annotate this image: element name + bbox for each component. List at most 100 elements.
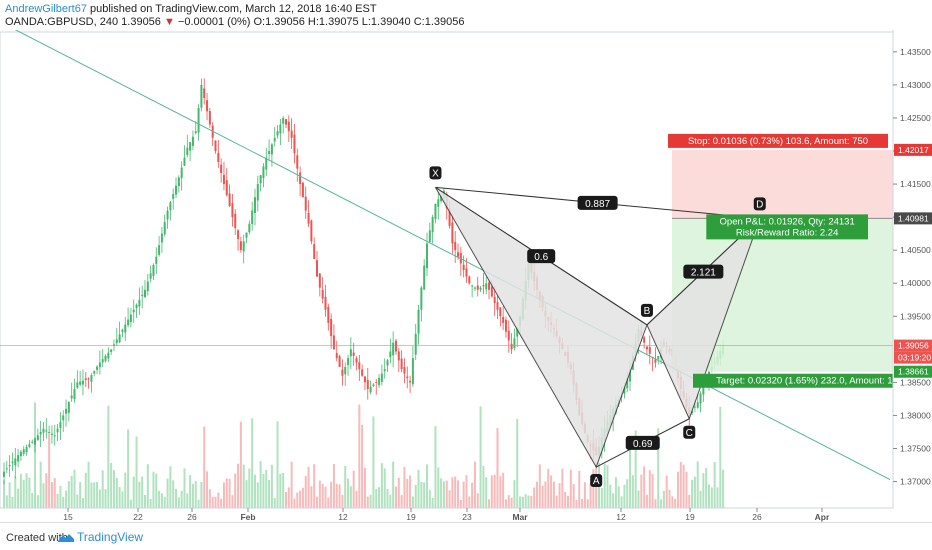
open-pl-label-text: Risk/Reward Ratio: 2.24 [736, 227, 838, 238]
candle-body [473, 287, 476, 289]
price-tick-label: 1.42500 [900, 113, 931, 123]
candle-body [499, 307, 502, 317]
candle-body [414, 333, 417, 355]
volume-bar [177, 497, 180, 508]
volume-bar [530, 495, 533, 508]
target-label-text: Target: 0.02320 (1.65%) 232.0, Amount: 1… [716, 376, 916, 387]
candle-body [118, 334, 121, 343]
volume-bar [65, 490, 68, 508]
candle-body [392, 342, 395, 356]
volume-bar [299, 490, 302, 508]
time-tick-label: Feb [240, 512, 255, 522]
chart-header: AndrewGilbert67 published on TradingView… [0, 0, 932, 30]
volume-bar [716, 487, 719, 508]
volume-bar [702, 473, 705, 508]
candle-body [14, 458, 17, 466]
volume-bar [127, 429, 130, 508]
volume-bar [375, 488, 378, 508]
volume-bar [496, 428, 499, 508]
point-label: X [432, 168, 439, 179]
candle-body [330, 318, 333, 337]
volume-bar [132, 476, 135, 508]
candle-body [107, 352, 110, 359]
candle-body [369, 386, 372, 393]
volume-bar [352, 470, 355, 508]
volume-bar [366, 496, 369, 508]
author-link[interactable]: AndrewGilbert67 [5, 3, 87, 15]
volume-bar [42, 483, 45, 508]
volume-bar [519, 496, 522, 508]
volume-bar [394, 486, 397, 508]
candle-body [287, 121, 290, 132]
volume-bar [341, 494, 344, 508]
candle-body [335, 353, 338, 359]
candle-body [476, 285, 479, 290]
volume-bar [34, 402, 37, 508]
volume-bar [93, 482, 96, 508]
candle-body [253, 197, 256, 213]
price-tick-label: 1.37500 [900, 444, 931, 454]
volume-bar [8, 482, 11, 508]
volume-bar [626, 479, 629, 508]
candle-body [177, 177, 180, 187]
volume-bar [468, 496, 471, 508]
volume-bar [488, 499, 491, 508]
volume-bar [426, 464, 428, 508]
volume-bar [363, 467, 366, 508]
candle-body [482, 285, 485, 287]
volume-bar [158, 490, 161, 508]
ratio-label: 0.887 [585, 199, 610, 210]
volume-bar [172, 480, 175, 508]
candle-body [237, 230, 240, 240]
volume-bar [676, 471, 679, 508]
candle-body [17, 455, 20, 462]
price-chart[interactable]: 0.887 0.6 0.69 2.121 X A B C D Stop: 0.01036 (0.7… [0, 30, 932, 522]
volume-bar [507, 495, 510, 508]
candle-body [189, 142, 192, 151]
volume-bar [290, 461, 293, 508]
candle-body [268, 151, 271, 155]
candle-body [222, 174, 225, 185]
candle-body [62, 415, 65, 421]
candle-body [327, 306, 330, 323]
volume-bar [535, 481, 538, 508]
volume-bar [614, 477, 617, 508]
volume-bar [256, 482, 259, 508]
volume-bar [479, 406, 482, 508]
tradingview-link[interactable]: TradingView [58, 529, 143, 544]
candle-body [361, 369, 364, 376]
candle-body [313, 244, 316, 259]
volume-bar [606, 465, 609, 508]
volume-bar [361, 424, 364, 508]
countdown-label: 03:19:20 [898, 353, 931, 363]
candle-body [493, 296, 496, 304]
volume-bar [84, 472, 87, 508]
candle-body [389, 351, 392, 358]
candle-body [104, 355, 107, 361]
candle-body [239, 241, 242, 251]
trend-line [14, 30, 891, 481]
volume-bar [411, 496, 414, 508]
volume-bar [572, 484, 575, 508]
candle-body [423, 265, 426, 290]
publish-line: AndrewGilbert67 published on TradingView… [5, 3, 377, 15]
volume-bar [442, 481, 445, 508]
candle-body [208, 110, 211, 125]
candle-body [273, 137, 276, 142]
volume-bar [569, 469, 572, 508]
volume-bar [344, 465, 347, 508]
time-tick-label: Mar [512, 512, 528, 522]
volume-bar [273, 497, 276, 508]
candle-body [299, 172, 302, 185]
volume-bar [651, 473, 654, 508]
price-tick-label: 1.43000 [900, 80, 931, 90]
volume-bar [90, 482, 93, 508]
entry-price-tag [894, 212, 932, 225]
volume-bar [634, 430, 637, 508]
volume-bar [59, 485, 62, 508]
candle-body [417, 309, 420, 334]
candle-body [163, 222, 166, 235]
target-price-tag [894, 365, 932, 378]
candle-body [259, 175, 262, 184]
volume-bar [347, 478, 350, 508]
